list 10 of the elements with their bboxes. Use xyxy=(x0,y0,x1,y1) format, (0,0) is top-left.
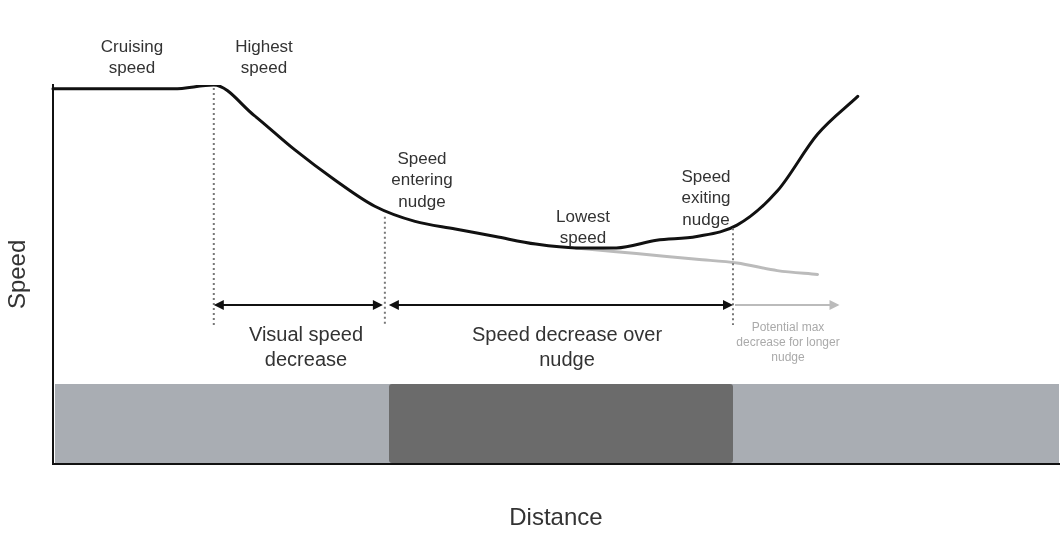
annotation: Lowest speed xyxy=(555,206,611,249)
annotation: Speed entering nudge xyxy=(390,148,454,212)
annotation: Speed exiting nudge xyxy=(680,166,732,230)
annotation: Potential max decrease for longer nudge xyxy=(735,320,841,365)
y-axis-title: Speed xyxy=(3,239,31,310)
text: Highest speed xyxy=(234,36,294,79)
text: Cruising speed xyxy=(99,36,165,79)
annotation: Speed decrease over nudge xyxy=(470,322,664,372)
x-axis-title: Distance xyxy=(509,503,603,531)
annotation: Visual speed decrease xyxy=(247,322,365,372)
